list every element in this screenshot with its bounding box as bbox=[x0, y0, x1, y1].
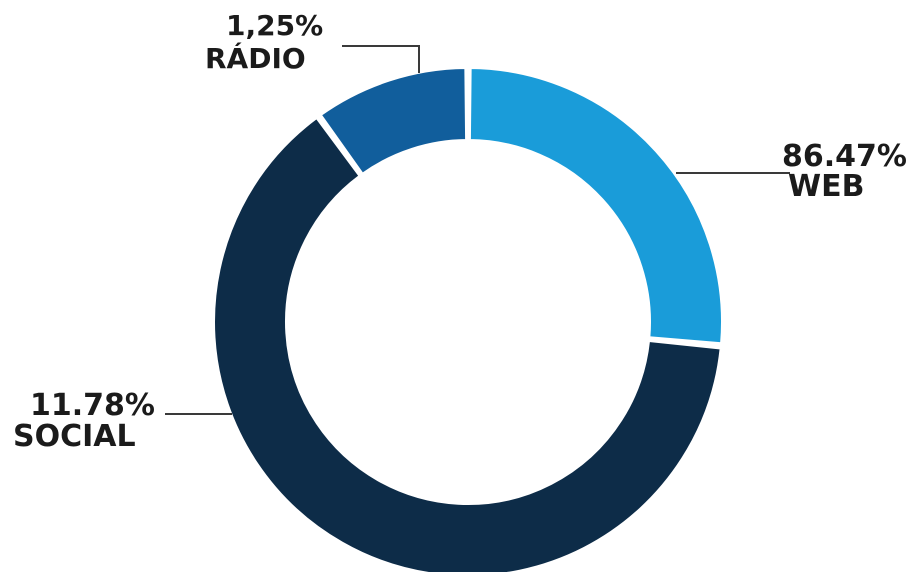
slice-label-web: WEB bbox=[788, 169, 864, 204]
slice-value-web: 86.47% bbox=[782, 139, 907, 174]
slice-value-radio: 1,25% bbox=[226, 9, 323, 42]
leader-line-radio bbox=[342, 45, 420, 73]
donut-slices bbox=[213, 67, 723, 572]
donut-slice-web bbox=[468, 67, 723, 345]
donut-slice-social bbox=[213, 116, 722, 572]
slice-label-radio: RÁDIO bbox=[205, 41, 306, 75]
slice-label-social: SOCIAL bbox=[13, 419, 136, 454]
slice-value-social: 11.78% bbox=[30, 388, 155, 423]
donut-slice-radio bbox=[319, 67, 468, 176]
